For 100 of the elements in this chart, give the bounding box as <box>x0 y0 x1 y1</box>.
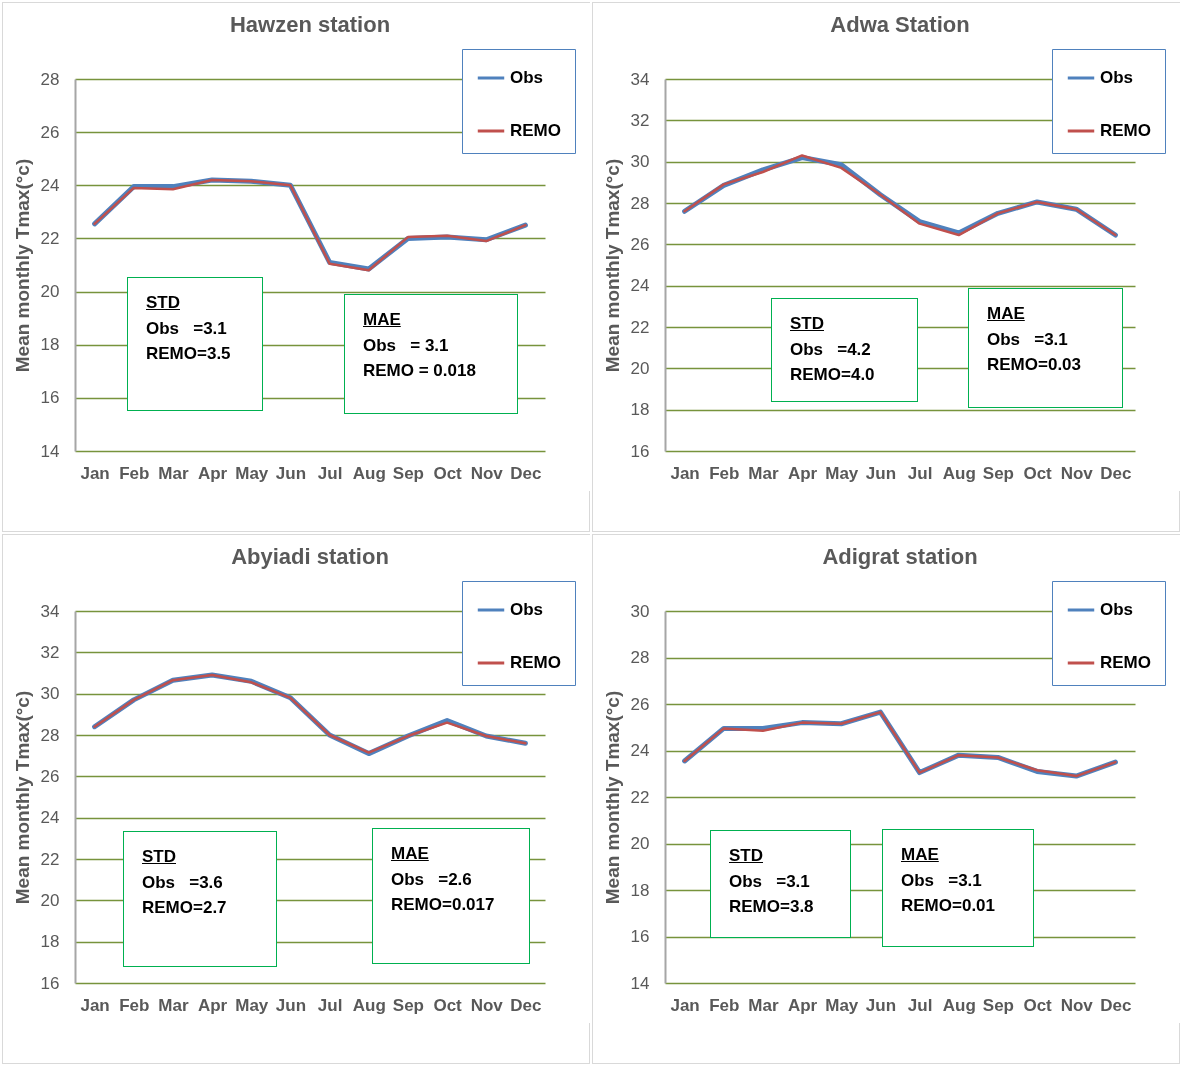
x-tick-label: Nov <box>470 995 504 1015</box>
x-tick-label: Mar <box>748 463 779 483</box>
y-tick-label: 22 <box>40 849 60 869</box>
x-tick-label: Feb <box>709 463 740 483</box>
x-tick-label: Aug <box>942 463 976 483</box>
x-tick-label: Apr <box>197 995 228 1015</box>
x-tick-label: Nov <box>470 463 504 483</box>
x-tick-label: Feb <box>119 995 150 1015</box>
y-tick-label: 20 <box>40 890 60 910</box>
x-tick-label: Sep <box>982 995 1015 1015</box>
x-tick-label: Oct <box>1023 463 1053 483</box>
y-axis-title: Mean monthly Tmax(°c) <box>11 158 33 373</box>
text-box: MAE Obs =3.1 REMO=0.01 <box>882 829 1034 947</box>
y-tick-label: 22 <box>630 317 650 337</box>
annotation: MAE Obs = 3.1 REMO = 0.018 <box>363 310 476 380</box>
x-tick-label: Dec <box>510 995 542 1015</box>
text-box: STD Obs =4.2 REMO=4.0 <box>771 298 918 402</box>
x-tick-label: Feb <box>709 995 740 1015</box>
x-tick-label: Apr <box>787 995 818 1015</box>
x-tick-label: Sep <box>982 463 1015 483</box>
y-tick-label: 22 <box>40 228 60 248</box>
legend-label: Obs <box>1100 68 1134 87</box>
y-tick-label: 28 <box>40 725 60 745</box>
x-tick-label: Jan <box>80 995 110 1015</box>
annotation: STD Obs =4.2 REMO=4.0 <box>790 314 875 384</box>
legend-label: Obs <box>1100 600 1134 619</box>
chart-title: Abyiadi station <box>231 543 389 569</box>
y-tick-label: 34 <box>40 601 60 621</box>
y-tick-label: 30 <box>630 601 650 621</box>
x-tick-label: Aug <box>352 995 386 1015</box>
y-tick-label: 30 <box>630 152 650 172</box>
x-tick-label: May <box>825 995 859 1015</box>
legend-label: Obs <box>510 600 544 619</box>
y-tick-label: 22 <box>630 787 650 807</box>
x-tick-label: Jul <box>907 995 933 1015</box>
y-tick-label: 14 <box>630 973 650 993</box>
x-tick-label: Jul <box>317 463 343 483</box>
annotation: MAE Obs =2.6 REMO=0.017 <box>391 844 495 914</box>
x-tick-label: Apr <box>787 463 818 483</box>
text-box: MAE Obs =2.6 REMO=0.017 <box>372 828 530 964</box>
x-tick-label: Dec <box>1100 463 1132 483</box>
x-tick-label: Nov <box>1060 463 1094 483</box>
text-box: STD Obs =3.6 REMO=2.7 <box>123 831 277 967</box>
y-tick-label: 24 <box>630 276 650 296</box>
x-tick-label: Dec <box>510 463 542 483</box>
annotation: STD Obs =3.1 REMO=3.5 <box>146 293 231 363</box>
y-tick-label: 16 <box>630 927 650 946</box>
annotation: STD Obs =3.6 REMO=2.7 <box>142 847 227 917</box>
chart-title: Hawzen station <box>229 11 391 37</box>
legend-label: REMO <box>1100 653 1151 672</box>
y-tick-label: 28 <box>630 648 650 667</box>
chart-title: Adigrat station <box>822 543 978 569</box>
x-tick-label: Jan <box>80 463 110 483</box>
y-tick-label: 24 <box>40 808 60 828</box>
y-tick-label: 18 <box>40 932 60 952</box>
y-tick-label: 20 <box>630 358 650 378</box>
y-axis-title: Mean monthly Tmax(°c) <box>601 690 623 905</box>
x-tick-label: Sep <box>392 995 425 1015</box>
annotation: MAE Obs =3.1 REMO=0.03 <box>987 304 1082 374</box>
y-tick-label: 16 <box>40 973 60 993</box>
x-tick-label: Jun <box>275 463 307 483</box>
x-tick-label: Jun <box>865 463 897 483</box>
x-tick-label: Jan <box>670 995 700 1015</box>
text-box: MAE Obs = 3.1 REMO = 0.018 <box>344 294 518 414</box>
y-tick-label: 20 <box>40 282 60 302</box>
x-tick-label: Jan <box>670 463 700 483</box>
y-tick-label: 34 <box>630 69 650 89</box>
y-tick-label: 26 <box>630 694 650 714</box>
y-tick-label: 24 <box>40 175 60 195</box>
y-tick-label: 28 <box>40 69 60 89</box>
x-tick-label: Oct <box>433 995 463 1015</box>
x-tick-label: Nov <box>1060 995 1094 1015</box>
y-tick-label: 32 <box>40 642 60 662</box>
x-tick-label: Jun <box>865 995 897 1015</box>
x-tick-label: Mar <box>158 995 189 1015</box>
x-tick-label: Dec <box>1100 995 1132 1015</box>
y-tick-label: 26 <box>40 122 60 142</box>
y-tick-label: 16 <box>40 388 60 408</box>
y-tick-label: 14 <box>40 441 60 461</box>
y-axis-title: Mean monthly Tmax(°c) <box>601 158 623 373</box>
y-tick-label: 26 <box>630 234 650 254</box>
legend-label: REMO <box>510 121 561 140</box>
y-tick-label: 18 <box>40 335 60 355</box>
y-tick-label: 20 <box>630 834 650 853</box>
y-tick-label: 18 <box>630 400 650 420</box>
x-tick-label: May <box>235 463 269 483</box>
text-box: STD Obs =3.1 REMO=3.8 <box>710 830 851 938</box>
y-tick-label: 24 <box>630 741 650 760</box>
text-box: MAE Obs =3.1 REMO=0.03 <box>968 288 1123 408</box>
x-tick-label: Mar <box>158 463 189 483</box>
x-tick-label: May <box>825 463 859 483</box>
x-tick-label: Jun <box>275 995 307 1015</box>
y-tick-label: 18 <box>630 880 650 900</box>
x-tick-label: Jul <box>907 463 933 483</box>
y-tick-label: 32 <box>630 110 650 130</box>
x-tick-label: Apr <box>197 463 228 483</box>
annotation: MAE Obs =3.1 REMO=0.01 <box>901 845 996 915</box>
chart-title: Adwa Station <box>830 11 970 37</box>
x-tick-label: May <box>235 995 269 1015</box>
annotation: STD Obs =3.1 REMO=3.8 <box>729 846 814 916</box>
